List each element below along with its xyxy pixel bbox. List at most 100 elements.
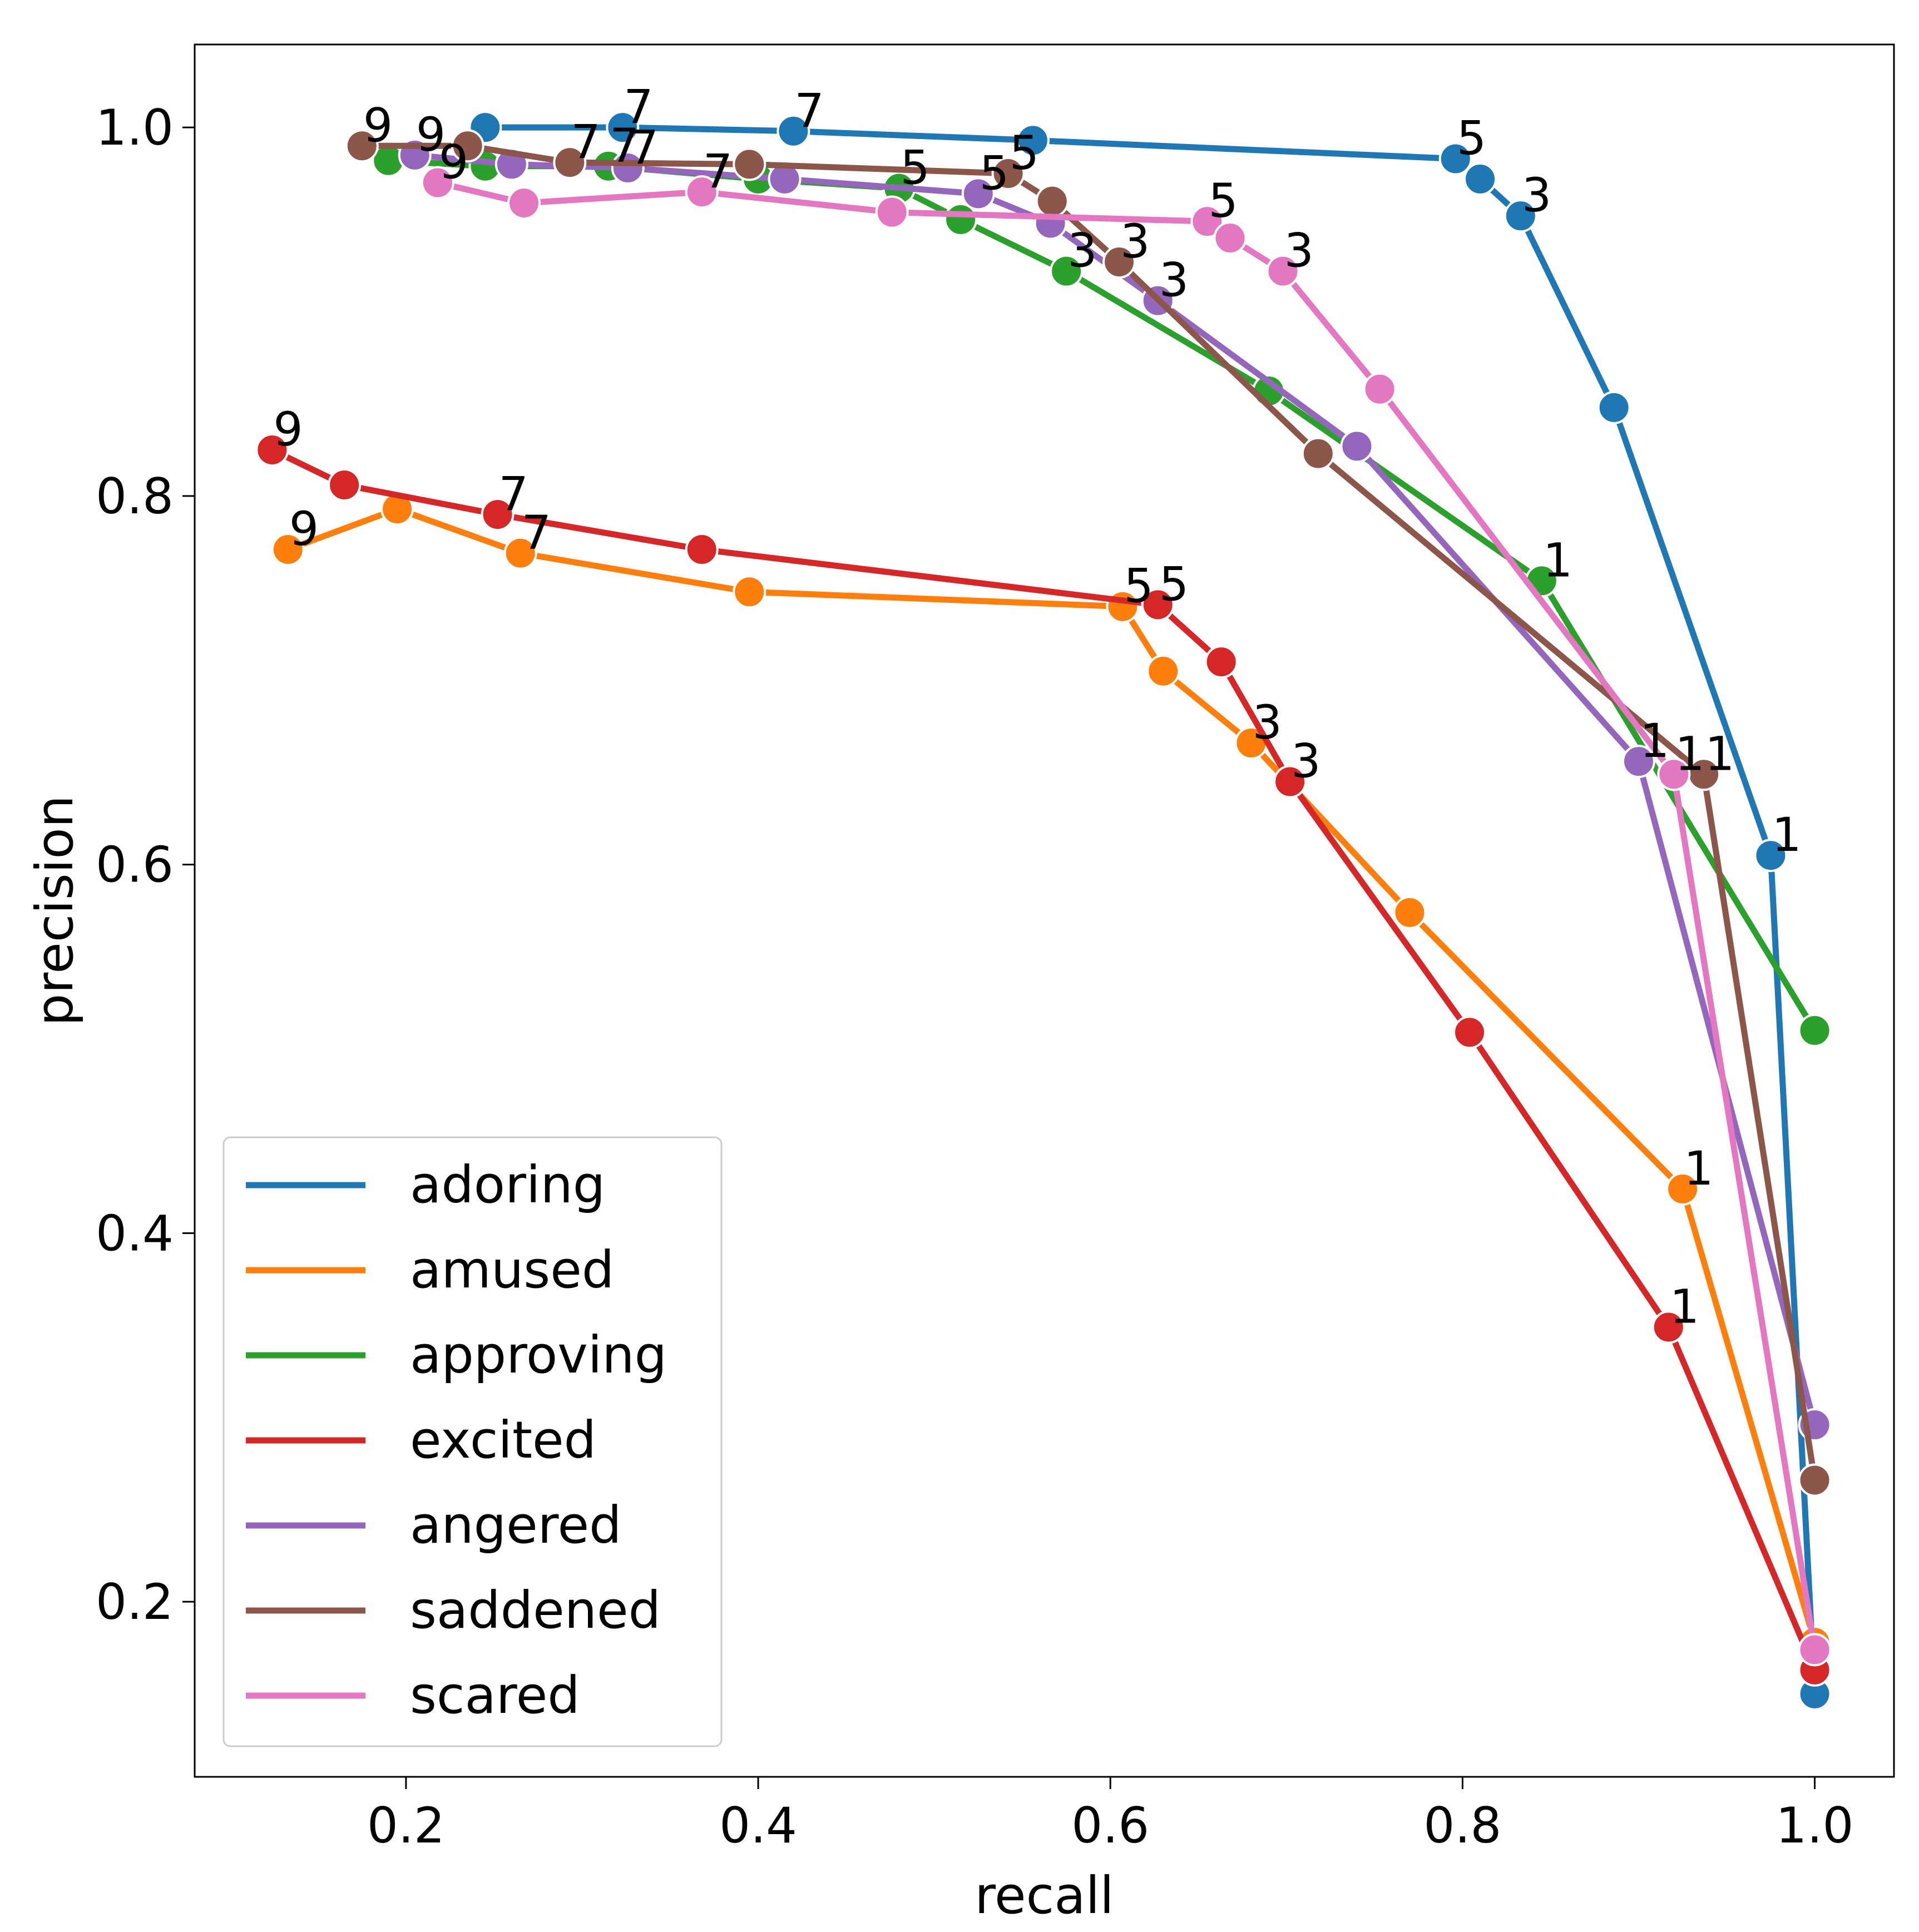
legend-label-amused: amused	[410, 1240, 614, 1300]
series-line-excited	[269, 447, 1818, 1673]
data-point-saddened-4	[991, 156, 1025, 190]
data-point-scared-6	[1266, 254, 1300, 288]
data-point-amused-5	[1146, 654, 1180, 688]
data-point-saddened-2	[553, 146, 587, 180]
series-scared	[421, 166, 1832, 1667]
point-label-approving-8: 1	[1543, 533, 1572, 587]
y-axis-ticks: 0.2 0.4 0.6 0.8 1.0	[96, 99, 195, 1631]
point-label-saddened-2: 7	[571, 115, 600, 169]
data-point-scared-7	[1363, 372, 1397, 406]
point-label-angered-2: 7	[629, 120, 659, 175]
data-point-amused-2	[503, 536, 537, 570]
y-tick-label-0: 0.2	[96, 1573, 174, 1631]
y-tick-label-2: 0.6	[96, 836, 174, 894]
point-label-saddened-0: 9	[363, 98, 393, 152]
plot-frame	[194, 43, 1895, 1778]
data-point-excited-5	[1204, 645, 1238, 679]
data-point-adoring-2	[776, 114, 810, 148]
data-point-amused-0	[271, 532, 305, 566]
point-label-excited-8: 1	[1670, 1279, 1699, 1334]
legend-label-adoring: adoring	[410, 1155, 605, 1215]
data-point-excited-8	[1651, 1310, 1685, 1344]
data-point-angered-8	[1621, 745, 1655, 779]
data-point-saddened-5	[1035, 184, 1069, 218]
data-point-adoring-3	[1016, 123, 1050, 157]
series-line-amused	[285, 506, 1818, 1646]
data-point-excited-2	[481, 498, 515, 532]
legend-label-scared: scared	[410, 1666, 580, 1725]
x-tick-label-2: 0.6	[1071, 1797, 1149, 1854]
data-point-excited-6	[1273, 765, 1307, 799]
series-excited	[255, 433, 1832, 1687]
legend-label-saddened: saddened	[410, 1581, 661, 1640]
x-axis-title: recall	[975, 1866, 1114, 1925]
point-label-scared-2: 7	[703, 144, 733, 199]
data-point-excited-1	[328, 468, 362, 502]
x-axis-ticks: 0.2 0.4 0.6 0.8 1.0	[367, 1777, 1854, 1854]
point-label-saddened-6: 3	[1120, 214, 1150, 269]
series-saddened	[345, 129, 1832, 1497]
data-point-angered-7	[1340, 429, 1374, 463]
series-layer	[255, 111, 1832, 1711]
data-point-scared-3	[875, 195, 909, 229]
data-point-scared-8	[1657, 757, 1691, 791]
data-point-saddened-3	[733, 147, 766, 181]
x-tick-label-3: 0.8	[1423, 1797, 1501, 1854]
point-label-amused-6: 3	[1252, 695, 1282, 750]
point-label-scared-6: 3	[1284, 224, 1313, 278]
data-point-approving-9	[1798, 1013, 1832, 1047]
point-label-amused-2: 7	[522, 506, 551, 560]
data-point-excited-7	[1453, 1015, 1487, 1049]
point-label-saddened-4: 5	[1010, 126, 1039, 180]
point-label-excited-4: 5	[1159, 557, 1189, 611]
y-axis-title: precision	[25, 795, 85, 1026]
point-label-adoring-6: 3	[1522, 168, 1551, 222]
data-point-scared-4	[1190, 205, 1224, 239]
data-point-saddened-0	[345, 129, 379, 163]
data-point-amused-7	[1393, 895, 1427, 929]
point-label-excited-6: 3	[1291, 734, 1320, 789]
data-point-saddened-6	[1102, 245, 1136, 279]
point-label-adoring-8: 1	[1772, 808, 1801, 862]
point-label-excited-2: 7	[499, 467, 528, 521]
data-point-saddened-9	[1798, 1463, 1832, 1497]
point-label-amused-0: 9	[289, 502, 319, 556]
point-label-angered-0: 9	[416, 107, 446, 162]
legend-label-excited: excited	[410, 1410, 596, 1470]
data-point-saddened-7	[1301, 437, 1335, 470]
point-label-angered-4: 5	[980, 146, 1009, 200]
point-label-approving-4: 5	[900, 140, 929, 195]
point-label-angered-6: 3	[1159, 253, 1189, 308]
series-amused	[271, 492, 1832, 1659]
data-point-approving-6	[1050, 254, 1084, 288]
point-label-scared-0: 9	[439, 135, 468, 190]
point-label-angered-8: 1	[1640, 714, 1669, 768]
point-label-adoring-2: 7	[794, 83, 824, 138]
point-label-amused-4: 5	[1124, 559, 1153, 613]
data-point-scared-2	[685, 175, 719, 209]
point-label-scared-4: 5	[1208, 174, 1238, 228]
point-label-adoring-4: 5	[1457, 111, 1486, 165]
data-point-adoring-4	[1438, 142, 1472, 176]
point-label-approving-6: 3	[1067, 224, 1097, 278]
data-point-excited-3	[685, 532, 719, 566]
y-tick-label-1: 0.4	[96, 1205, 174, 1262]
point-label-approving-2: 7	[610, 118, 639, 173]
data-point-saddened-1	[451, 129, 484, 163]
data-point-amused-3	[733, 575, 766, 609]
data-point-excited-4	[1141, 588, 1175, 622]
legend: adoring amused approving excited angered sadd…	[222, 1136, 723, 1747]
x-tick-label-1: 0.4	[719, 1797, 797, 1854]
legend-label-approving: approving	[410, 1325, 667, 1385]
data-point-adoring-7	[1597, 390, 1631, 424]
point-label-amused-8: 1	[1684, 1141, 1713, 1196]
data-point-amused-8	[1666, 1172, 1700, 1206]
data-point-adoring-6	[1503, 199, 1537, 233]
series-line-saddened	[359, 142, 1818, 1483]
data-point-scared-0	[421, 166, 454, 200]
point-label-saddened-8: 1	[1705, 726, 1734, 781]
y-tick-label-3: 0.8	[96, 468, 174, 525]
data-point-adoring-5	[1463, 162, 1497, 196]
